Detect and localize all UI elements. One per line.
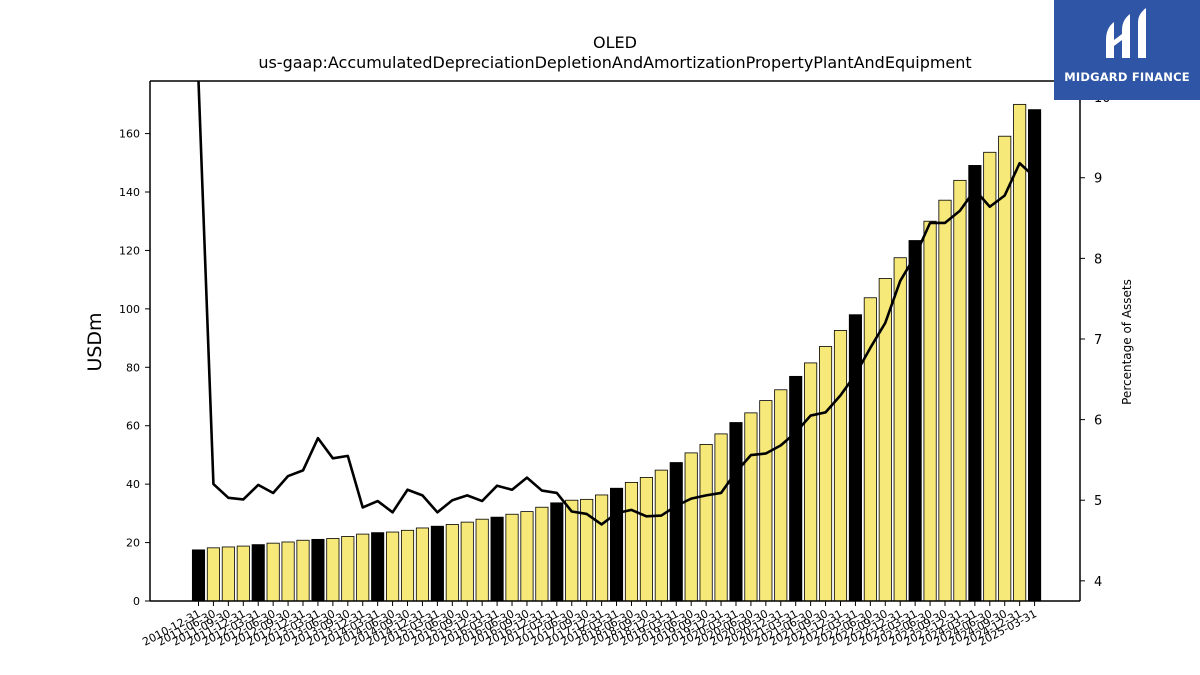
- bar: [311, 538, 325, 602]
- bar: [968, 165, 982, 602]
- bar: [490, 516, 504, 602]
- bar: [833, 330, 848, 602]
- y-tick-label: 20: [126, 537, 140, 550]
- bar: [356, 533, 370, 602]
- bar: [893, 257, 907, 602]
- y2-tick-label: 5: [1094, 494, 1102, 509]
- y-tick-label: 100: [119, 303, 140, 316]
- y-tick-label: 40: [126, 478, 140, 491]
- y-tick-label: 80: [126, 361, 140, 374]
- bar: [983, 151, 997, 602]
- y2-axis-label: Percentage of Assets: [1120, 279, 1134, 405]
- chart-title: OLED: [593, 33, 637, 52]
- y-tick-label: 0: [133, 595, 140, 608]
- bar: [475, 518, 489, 602]
- bar: [654, 469, 668, 602]
- bar: [759, 400, 773, 602]
- bar: [744, 412, 758, 602]
- bar: [341, 536, 355, 602]
- bar: [789, 375, 803, 602]
- bar: [595, 494, 609, 602]
- bar: [908, 240, 922, 602]
- bar: [624, 481, 639, 602]
- bar: [774, 389, 788, 602]
- bar: [998, 135, 1012, 602]
- bar: [191, 549, 206, 602]
- y-tick-label: 60: [126, 420, 140, 433]
- bar: [520, 511, 534, 602]
- chart-subtitle: us-gaap:AccumulatedDepreciationDepletion…: [258, 53, 971, 72]
- bar: [878, 278, 892, 602]
- bar: [415, 527, 429, 602]
- line-group: [197, 80, 1036, 526]
- y2-tick-label: 8: [1094, 252, 1102, 267]
- bar: [609, 487, 624, 602]
- bar: [938, 199, 952, 602]
- bar: [1028, 109, 1042, 602]
- bar: [236, 545, 250, 602]
- axes-group: 020406080100120140160456789102010-12-312…: [119, 80, 1111, 649]
- bar: [460, 521, 474, 602]
- logo-mark-icon: [1106, 8, 1146, 58]
- y2-tick-label: 6: [1094, 414, 1102, 429]
- y2-tick-label: 7: [1094, 333, 1102, 348]
- logo-text: MIDGARD FINANCE: [1064, 70, 1190, 84]
- bar: [251, 544, 265, 602]
- bars-group: [191, 103, 1042, 602]
- bar: [535, 506, 549, 602]
- y-tick-label: 140: [119, 186, 140, 199]
- bar: [669, 462, 683, 602]
- y-tick-label: 160: [119, 128, 140, 141]
- bar: [550, 502, 564, 602]
- bar: [639, 477, 653, 602]
- bar: [684, 452, 698, 602]
- bar: [430, 525, 444, 602]
- percentage-line: [197, 80, 1036, 526]
- bar: [863, 297, 877, 602]
- bar: [326, 538, 340, 602]
- y2-tick-label: 9: [1094, 172, 1102, 187]
- bar: [953, 179, 967, 602]
- bar: [565, 499, 579, 602]
- bar: [848, 314, 862, 602]
- bar: [923, 220, 937, 602]
- bar: [400, 529, 415, 602]
- y2-tick-label: 4: [1094, 575, 1102, 590]
- bar: [296, 539, 310, 602]
- y-axis-label: USDm: [84, 312, 106, 371]
- bar: [819, 346, 833, 602]
- bar: [1013, 103, 1027, 602]
- bar: [714, 433, 728, 602]
- bar: [445, 524, 459, 602]
- bar: [371, 532, 385, 602]
- logo: MIDGARD FINANCE: [1054, 0, 1200, 100]
- bar: [281, 541, 295, 602]
- bar: [206, 547, 220, 602]
- y-tick-label: 120: [119, 244, 140, 257]
- bar: [505, 513, 519, 602]
- bar: [386, 531, 400, 602]
- bar: [266, 542, 280, 602]
- bar: [729, 422, 743, 602]
- bar: [699, 444, 713, 602]
- bar: [221, 546, 235, 602]
- bar: [804, 362, 818, 602]
